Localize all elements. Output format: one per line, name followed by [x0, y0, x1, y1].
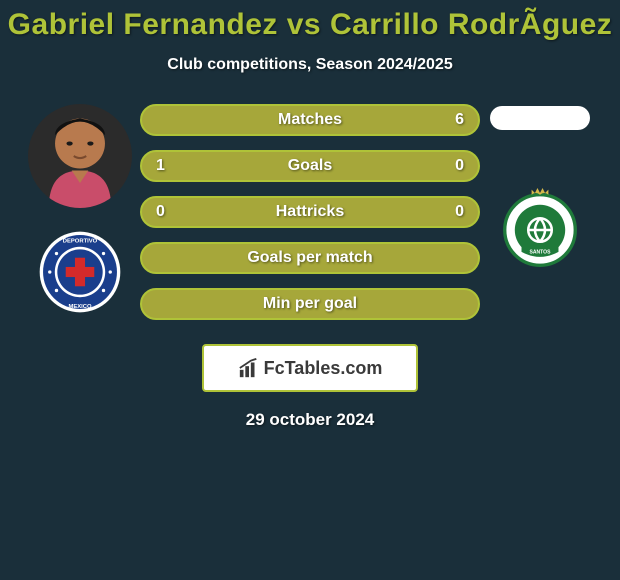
stat-bar-goals: 1 Goals 0 — [140, 150, 480, 182]
svg-text:SANTOS: SANTOS — [530, 250, 552, 256]
left-club-logo: DEPORTIVO MEXICO — [38, 230, 122, 314]
svg-text:DEPORTIVO: DEPORTIVO — [63, 239, 98, 245]
santos-laguna-logo-icon: CLUB SANTOS — [498, 188, 582, 272]
stat-label: Goals — [288, 157, 332, 175]
site-brand-text: FcTables.com — [264, 358, 383, 379]
date-text: 29 october 2024 — [0, 410, 620, 430]
stat-label: Min per goal — [263, 295, 357, 313]
left-player-photo — [28, 104, 132, 208]
stat-label: Goals per match — [247, 249, 372, 267]
page-title: Gabriel Fernandez vs Carrillo RodrÃ­guez — [0, 0, 620, 42]
stat-bars: Matches 6 1 Goals 0 0 Hattricks 0 Goals … — [140, 104, 480, 320]
stat-left-value: 1 — [156, 157, 165, 175]
right-club-logo: CLUB SANTOS — [498, 188, 582, 272]
stat-label: Matches — [278, 111, 342, 129]
stat-right-value: 6 — [455, 111, 464, 129]
left-side: DEPORTIVO MEXICO — [20, 104, 140, 320]
stat-right-value: 0 — [455, 203, 464, 221]
stat-right-value: 0 — [455, 157, 464, 175]
stat-bar-matches: Matches 6 — [140, 104, 480, 136]
right-side: CLUB SANTOS — [480, 104, 600, 320]
right-player-photo-placeholder — [490, 106, 590, 130]
svg-text:CLUB: CLUB — [532, 206, 548, 212]
stat-label: Hattricks — [276, 203, 344, 221]
subtitle: Club competitions, Season 2024/2025 — [0, 56, 620, 74]
stat-bar-mpg: Min per goal — [140, 288, 480, 320]
cruz-azul-logo-icon: DEPORTIVO MEXICO — [38, 230, 122, 314]
stat-bar-gpm: Goals per match — [140, 242, 480, 274]
svg-text:MEXICO: MEXICO — [68, 304, 92, 310]
comparison-card: Gabriel Fernandez vs Carrillo RodrÃ­guez… — [0, 0, 620, 580]
stat-bar-hattricks: 0 Hattricks 0 — [140, 196, 480, 228]
site-brand-box: FcTables.com — [202, 344, 418, 392]
player-photo-icon — [28, 104, 132, 208]
stat-left-value: 0 — [156, 203, 165, 221]
chart-icon — [238, 357, 260, 379]
content-row: DEPORTIVO MEXICO Matches 6 1 — [0, 104, 620, 320]
